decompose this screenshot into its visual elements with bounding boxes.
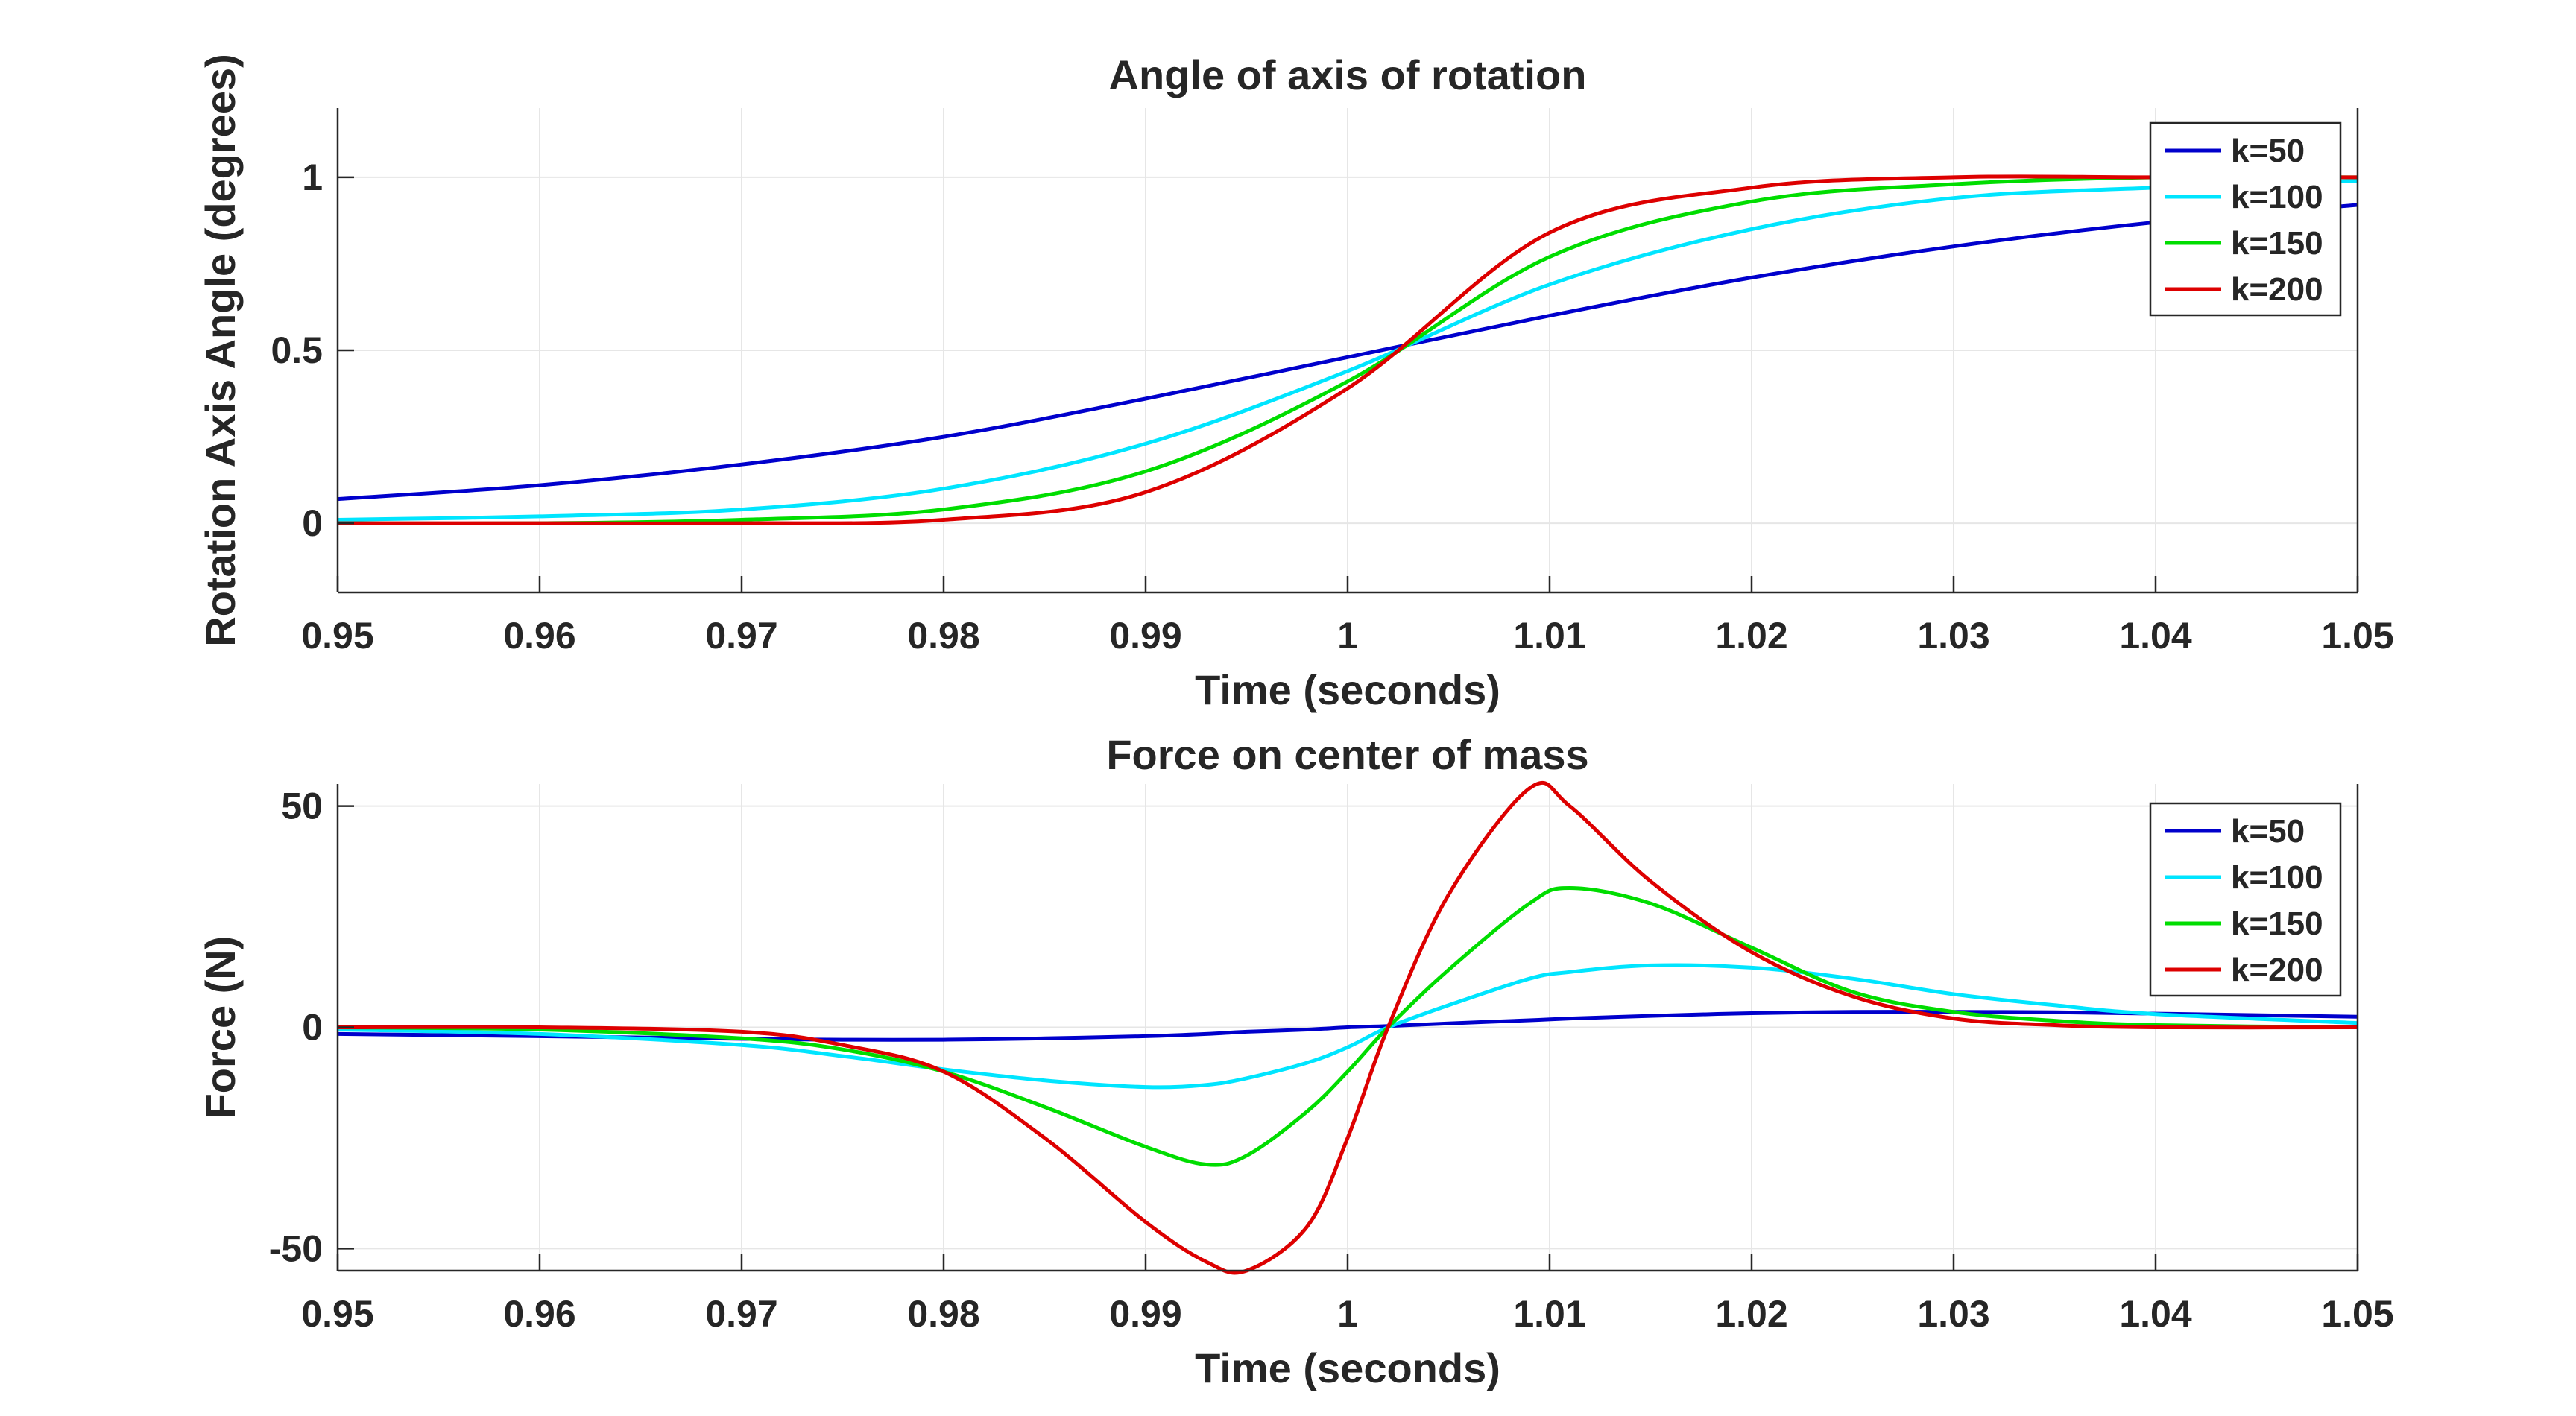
x-tick-label: 1 [1337,1293,1358,1335]
x-tick-label: 1.02 [1715,1293,1787,1335]
y-tick-label: 0 [302,502,323,544]
series-line-k=100 [337,179,2358,522]
y-tick-label: 1 [302,157,323,198]
series-line-k=200 [337,780,2358,1275]
legend: k=50 k=100 k=150 k=200 [2149,802,2342,997]
legend-label: k=200 [2231,271,2323,308]
x-tick-label: 1.03 [1917,1293,1989,1335]
x-tick-label: 0.95 [301,615,373,657]
x-tick-label: 0.97 [705,615,777,657]
x-tick-label: 0.98 [907,1293,979,1335]
legend: k=50 k=100 k=150 k=200 [2149,121,2342,317]
legend-label: k=100 [2231,859,2323,896]
series-line-k=50 [337,203,2358,502]
chart-1: 0.95 0.96 0.97 0.98 0.99 1 1.01 1.02 1.03 1.04 1.0… [197,731,2394,1391]
y-axis-label: Rotation Axis Angle (degrees) [197,54,244,647]
x-tick-label: 1.04 [2119,615,2192,657]
x-tick-label: 0.98 [907,615,979,657]
x-tick-label: 1.05 [2321,1293,2393,1335]
chart-title: Angle of axis of rotation [1109,51,1587,98]
y-tick-label: 0.5 [271,329,323,371]
x-tick-label: 0.97 [705,1293,777,1335]
series-line-k=150 [337,886,2358,1167]
legend-box [2149,121,2342,317]
legend-label: k=50 [2231,813,2305,850]
legend-label: k=200 [2231,952,2323,988]
x-tick-label: 1.01 [1513,1293,1585,1335]
x-tick-label: 1.01 [1513,615,1585,657]
x-tick-label: 1.03 [1917,615,1989,657]
chart-0: 0.95 0.96 0.97 0.98 0.99 1 1.01 1.02 1.03 1.04 1.0… [197,51,2394,713]
legend-label: k=100 [2231,179,2323,215]
y-tick-label: -50 [269,1227,323,1269]
x-tick-label: 1.05 [2321,615,2393,657]
legend-box [2149,802,2342,997]
x-tick-label: 0.96 [503,1293,575,1335]
chart-title: Force on center of mass [1106,731,1588,778]
x-axis-label: Time (seconds) [1195,1344,1500,1391]
x-axis-label: Time (seconds) [1195,666,1500,713]
legend-label: k=50 [2231,133,2305,169]
legend-label: k=150 [2231,225,2323,262]
y-tick-label: 50 [281,786,323,827]
x-tick-label: 1.04 [2119,1293,2192,1335]
x-tick-label: 0.96 [503,615,575,657]
x-tick-label: 1.02 [1715,615,1787,657]
y-tick-label: 0 [302,1007,323,1049]
y-axis-label: Force (N) [197,936,244,1119]
x-tick-label: 0.99 [1109,615,1181,657]
legend-label: k=150 [2231,905,2323,942]
x-tick-label: 0.99 [1109,1293,1181,1335]
series-line-k=150 [337,174,2358,525]
series-line-k=100 [337,963,2358,1090]
x-tick-label: 0.95 [301,1293,373,1335]
x-tick-label: 1 [1337,615,1358,657]
series-line-k=200 [338,174,2358,525]
